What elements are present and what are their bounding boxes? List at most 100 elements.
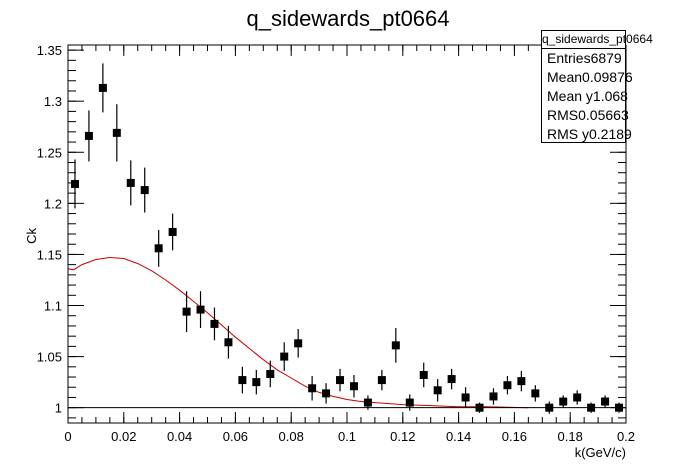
point-marker <box>112 128 121 137</box>
point-marker <box>475 403 484 412</box>
x-axis-label: k(GeV/c) <box>575 445 626 460</box>
data-point <box>294 329 303 358</box>
data-point <box>238 366 247 394</box>
point-marker <box>559 397 568 406</box>
data-point <box>70 159 79 209</box>
stats-row-rms: RMS 0.05663 <box>542 106 629 125</box>
stats-label: RMS y <box>547 126 589 142</box>
point-marker <box>98 83 107 92</box>
point-marker <box>377 376 386 385</box>
point-marker <box>238 376 247 385</box>
point-marker <box>294 339 303 348</box>
y-tick-label: 1.05 <box>37 350 62 365</box>
y-tick-label: 1.1 <box>44 299 62 314</box>
data-point <box>447 368 456 390</box>
data-point <box>419 362 428 388</box>
point-marker <box>461 393 470 402</box>
x-tick-label: 0.06 <box>223 429 248 444</box>
point-marker <box>503 381 512 390</box>
point-marker <box>140 186 149 195</box>
fit-curve <box>67 256 529 409</box>
data-point <box>252 369 261 395</box>
data-point <box>475 402 484 413</box>
y-tick-label: 1.2 <box>44 196 62 211</box>
point-marker <box>84 131 93 140</box>
chart-title: q_sidewards_pt0664 <box>246 6 449 31</box>
data-point <box>308 376 317 401</box>
point-marker <box>587 403 596 412</box>
point-marker <box>489 392 498 401</box>
data-point <box>517 370 526 392</box>
point-marker <box>196 305 205 314</box>
point-marker <box>601 397 610 406</box>
point-marker <box>280 352 289 361</box>
stats-label: Mean y <box>547 88 593 104</box>
data-point <box>461 387 470 408</box>
data-point <box>182 291 191 333</box>
data-point <box>210 307 219 341</box>
x-tick-label: 0.02 <box>111 429 136 444</box>
stats-value: 0.2189 <box>589 126 632 142</box>
y-tick-label: 1.35 <box>37 43 62 58</box>
stats-row-mean-y: Mean y 1.068 <box>542 87 628 106</box>
point-marker <box>349 382 358 391</box>
data-point <box>531 385 540 402</box>
stats-label: Mean <box>547 69 583 85</box>
data-point <box>545 401 554 414</box>
data-point <box>98 63 107 113</box>
point-marker <box>405 398 414 407</box>
point-marker <box>252 378 261 387</box>
point-marker <box>545 403 554 412</box>
x-tick-label: 0.2 <box>617 429 635 444</box>
point-marker <box>573 393 582 402</box>
stats-label: Entries <box>547 50 591 66</box>
point-marker <box>517 377 526 386</box>
y-tick-label: 1.15 <box>37 247 62 262</box>
stats-title: q_sidewards_pt0664 <box>542 31 653 49</box>
data-point <box>126 160 135 206</box>
x-tick-label: 0.12 <box>390 429 415 444</box>
stats-value: 0.09876 <box>582 69 633 85</box>
point-marker <box>433 386 442 395</box>
data-point <box>84 110 93 162</box>
stats-row-entries: Entries 6879 <box>542 49 625 68</box>
x-tick-label: 0.08 <box>279 429 304 444</box>
point-marker <box>182 307 191 316</box>
x-tick-label: 0.14 <box>446 429 471 444</box>
y-tick-label: 1.25 <box>37 145 62 160</box>
stats-row-rms-y: RMS y 0.2189 <box>542 125 632 144</box>
data-point <box>154 229 163 267</box>
data-point <box>349 374 358 398</box>
y-tick-label: 1 <box>55 401 62 416</box>
data-point <box>140 167 149 213</box>
point-marker <box>266 369 275 378</box>
stats-value: 6879 <box>590 50 622 66</box>
data-point <box>503 376 512 395</box>
data-point <box>433 379 442 402</box>
x-tick-label: 0.04 <box>167 429 192 444</box>
data-point <box>336 368 345 392</box>
data-point <box>559 395 568 408</box>
point-marker <box>419 370 428 379</box>
point-marker <box>391 341 400 350</box>
data-point <box>377 369 386 391</box>
stats-value: 0.05663 <box>578 107 629 123</box>
point-marker <box>322 389 331 398</box>
y-tick-label: 1.3 <box>44 94 62 109</box>
data-point <box>196 291 205 328</box>
data-point <box>363 395 372 410</box>
data-point <box>280 342 289 371</box>
data-point <box>266 360 275 388</box>
stats-row-mean: Mean 0.09876 <box>542 68 633 87</box>
data-point <box>168 213 177 251</box>
point-marker <box>126 178 135 187</box>
data-point <box>587 402 596 413</box>
point-marker <box>336 376 345 385</box>
point-marker <box>168 227 177 236</box>
point-marker <box>308 384 317 393</box>
x-tick-label: 0.18 <box>558 429 583 444</box>
stats-box: q_sidewards_pt0664 Entries 6879 Mean 0.0… <box>541 30 653 144</box>
data-point <box>112 104 121 162</box>
point-marker <box>70 179 79 188</box>
data-point <box>573 390 582 405</box>
